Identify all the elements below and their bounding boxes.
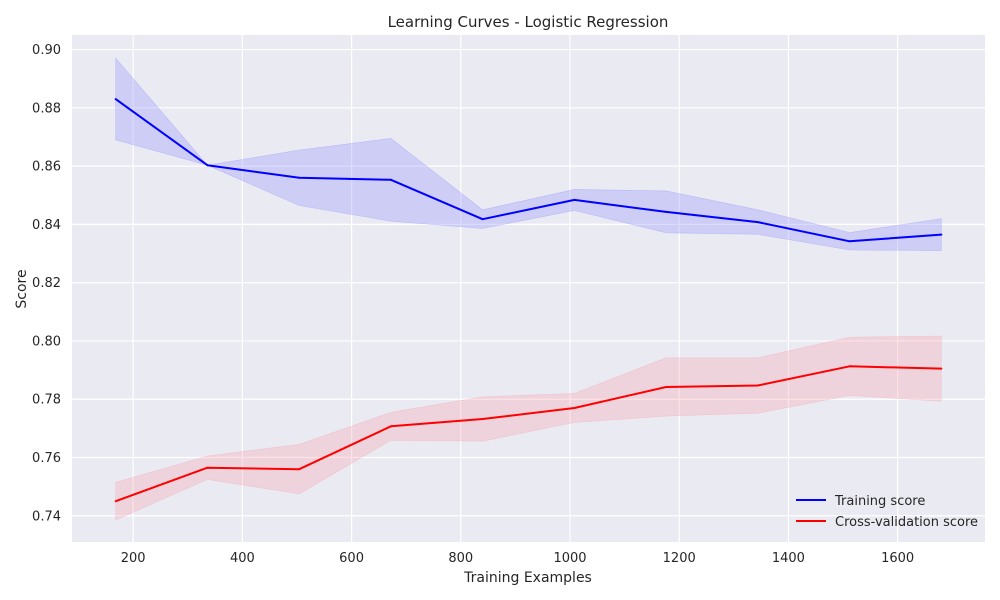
chart-title: Learning Curves - Logistic Regression [388, 13, 669, 31]
cross-validation-score-point [481, 418, 484, 421]
training-score-point [940, 233, 943, 236]
cross-validation-score-point [940, 367, 943, 370]
training-score-point [665, 210, 668, 213]
cross-validation-score-point [298, 468, 301, 471]
cross-validation-score-point [573, 406, 576, 409]
training-score-point [848, 240, 851, 243]
cross-validation-score-point [848, 365, 851, 368]
training-score-point [573, 198, 576, 201]
x-tick-label: 400 [230, 551, 255, 566]
y-tick-labels: 0.74 0.76 0.78 0.80 0.82 0.84 0.86 0.88 0.90 [32, 43, 61, 524]
training-score-line [115, 98, 942, 243]
x-tick-label: 200 [121, 551, 146, 566]
training-score-point [389, 178, 392, 181]
y-tick-label: 0.76 [32, 451, 61, 466]
grid-lines [72, 35, 985, 542]
x-tick-label: 600 [339, 551, 364, 566]
confidence-bands [115, 57, 942, 521]
y-tick-label: 0.74 [32, 509, 61, 524]
cross-validation-score-point [114, 500, 117, 503]
cross-validation-score-line [115, 365, 942, 503]
y-tick-label: 0.82 [32, 276, 61, 291]
y-tick-label: 0.78 [32, 393, 61, 408]
x-tick-label: 1400 [772, 551, 805, 566]
training-score-point [114, 98, 117, 101]
x-axis-title: Training Examples [463, 570, 592, 586]
y-tick-label: 0.86 [32, 160, 61, 175]
cross-validation-score-point [206, 466, 209, 469]
cross-validation-score-band [115, 335, 942, 521]
cross-validation-score-point [389, 425, 392, 428]
y-tick-label: 0.80 [32, 334, 61, 349]
series-lines [114, 98, 943, 503]
cross-validation-score-point [756, 384, 759, 387]
legend-label-training-score: Training score [834, 494, 925, 509]
training-score-point [481, 218, 484, 221]
training-score-point [298, 176, 301, 179]
y-tick-label: 0.88 [32, 101, 61, 116]
training-score-point [206, 164, 209, 167]
cross-validation-score-point [665, 385, 668, 388]
x-tick-label: 1200 [663, 551, 696, 566]
x-tick-label: 800 [448, 551, 473, 566]
x-tick-label: 1600 [881, 551, 914, 566]
legend-label-cross-validation-score: Cross-validation score [835, 515, 978, 530]
x-tick-labels: 200 400 600 800 1000 1200 1400 1600 [121, 551, 914, 566]
training-score-point [756, 221, 759, 224]
training-score-band [115, 57, 942, 251]
y-tick-label: 0.84 [32, 218, 61, 233]
legend: Training score Cross-validation score [796, 494, 978, 530]
x-tick-label: 1000 [553, 551, 586, 566]
y-axis-title: Score [14, 269, 30, 308]
y-tick-label: 0.90 [32, 43, 61, 58]
